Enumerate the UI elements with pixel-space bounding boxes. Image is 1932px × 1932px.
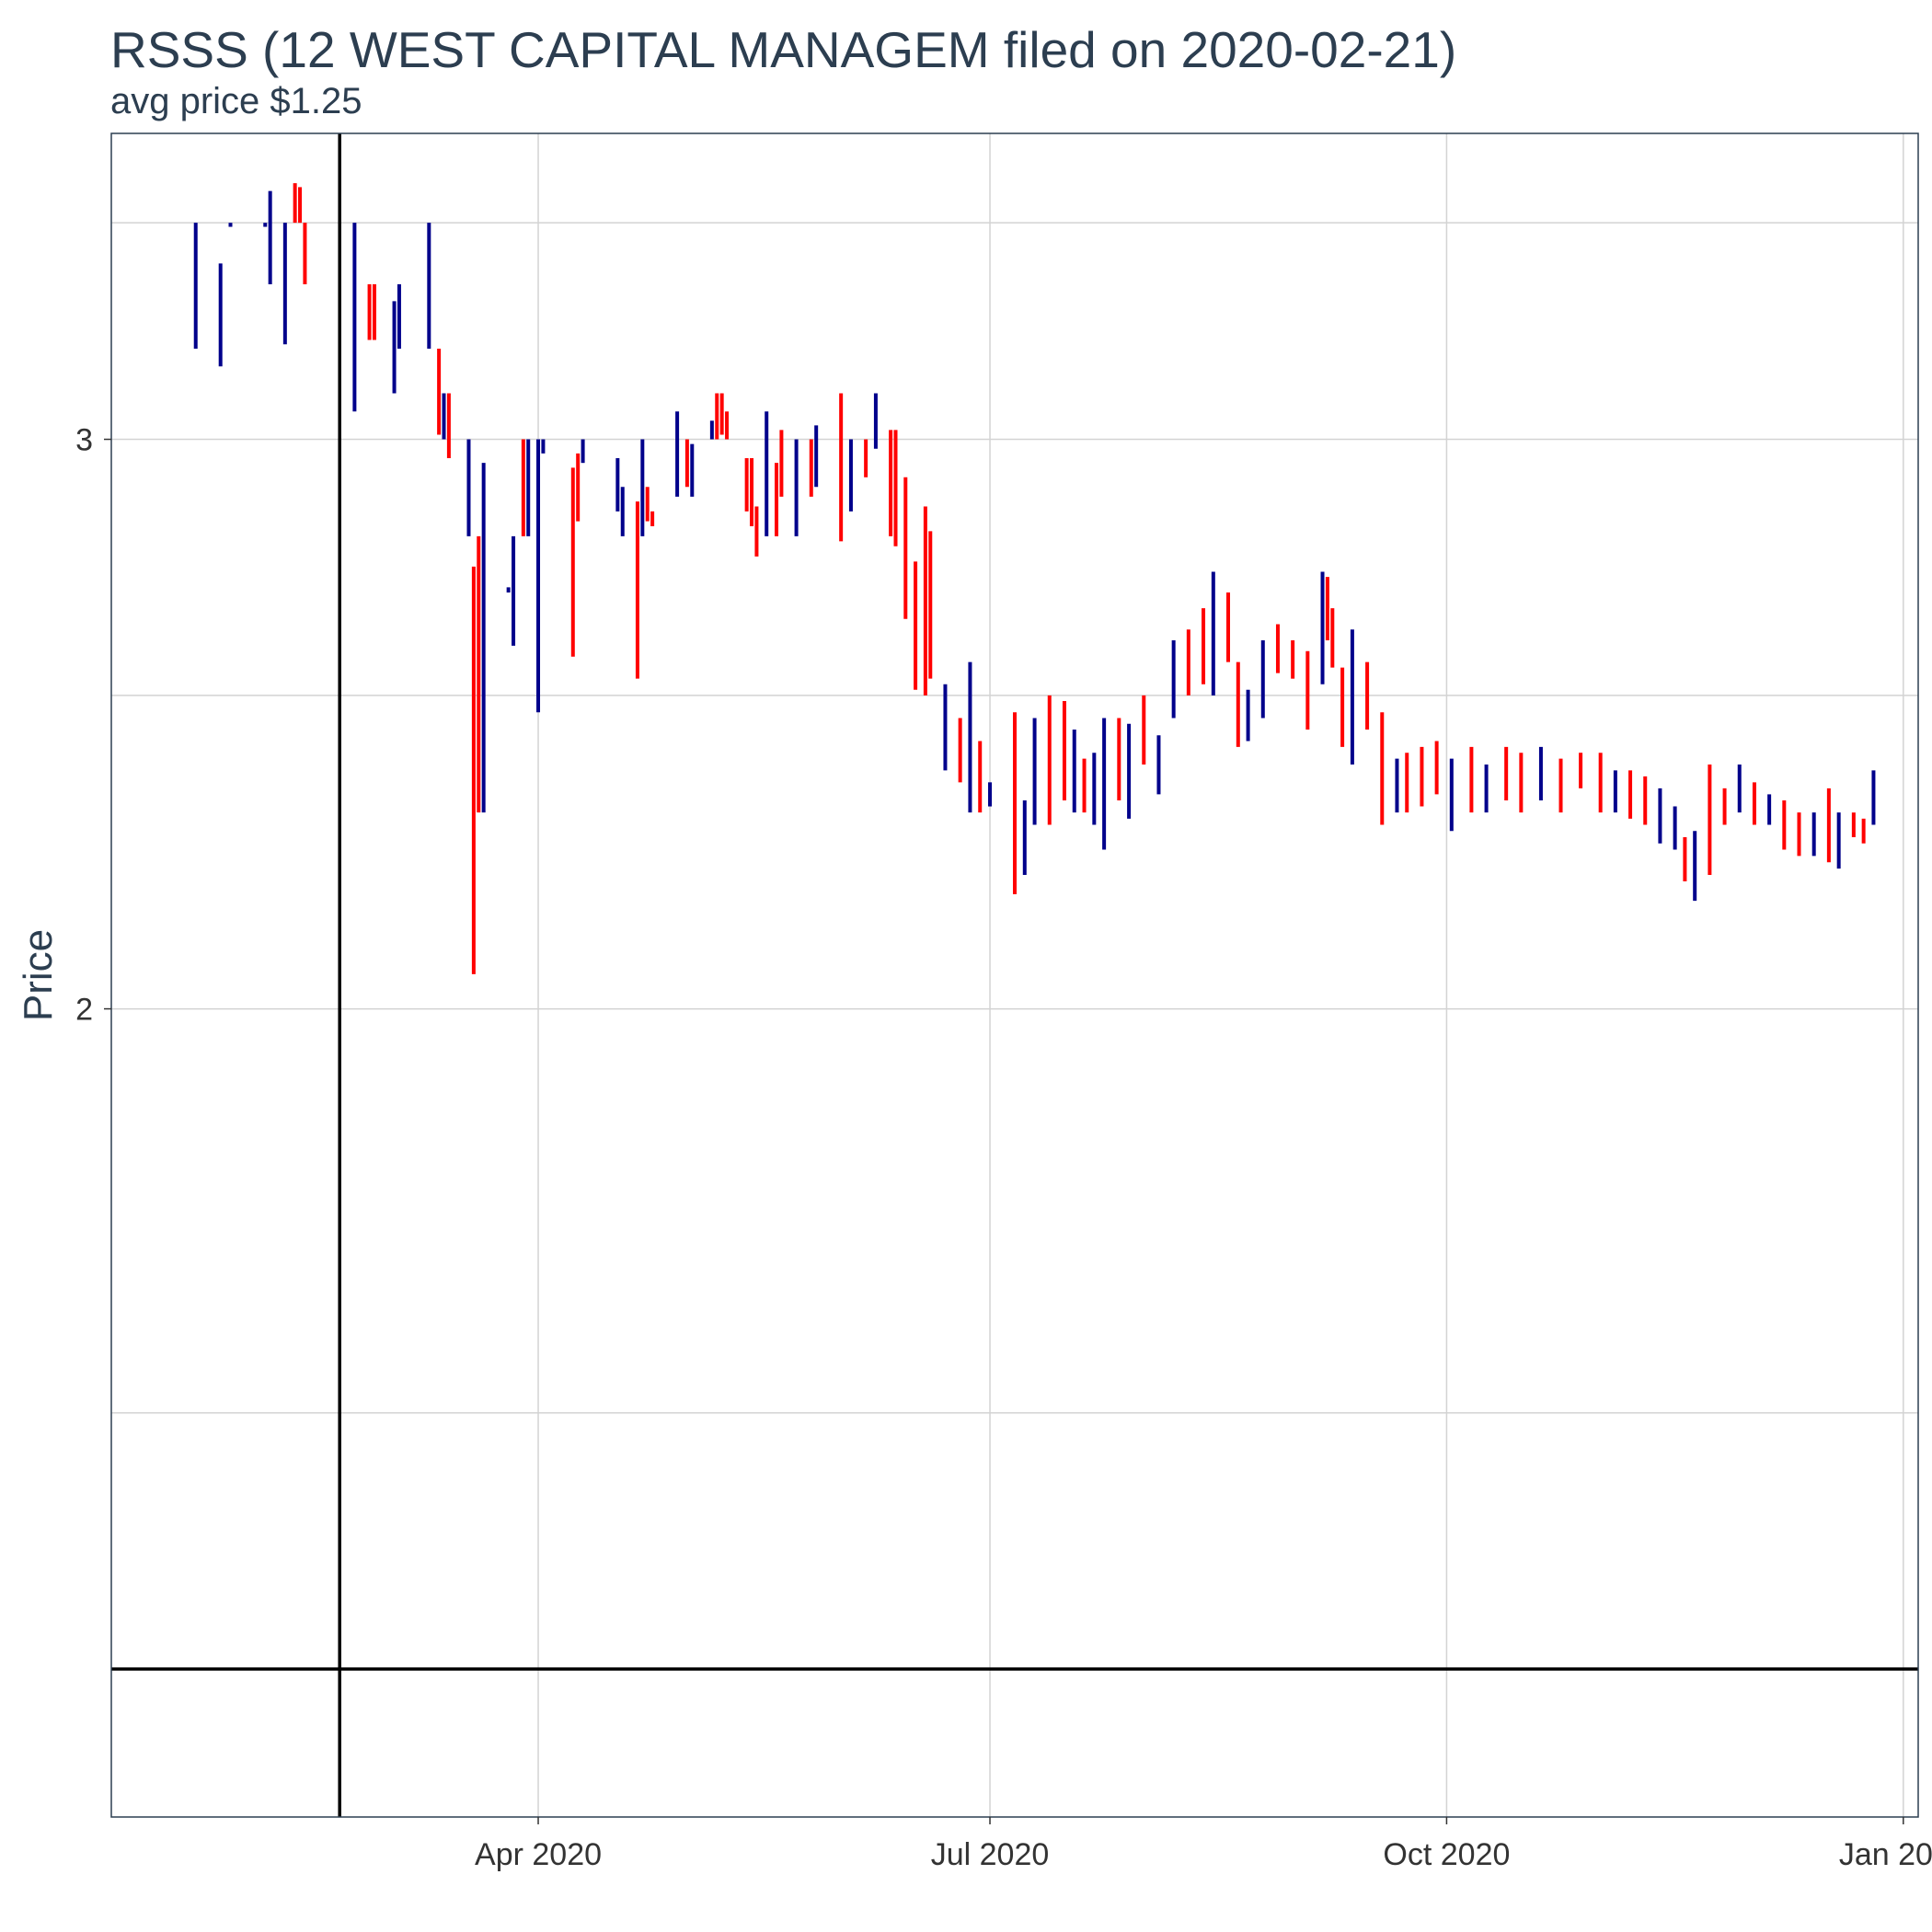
y-tick-label: 2 xyxy=(75,993,93,1028)
x-tick-label: Oct 2020 xyxy=(1383,1837,1510,1872)
y-axis-title: Price xyxy=(16,929,61,1021)
x-tick-label: Apr 2020 xyxy=(475,1837,602,1872)
x-tick-label: Jan 2021 xyxy=(1839,1837,1932,1872)
chart-subtitle: avg price $1.25 xyxy=(110,81,362,121)
reference-lines xyxy=(111,133,1918,1817)
price-bars xyxy=(193,183,1876,974)
chart-title: RSSS (12 WEST CAPITAL MANAGEM filed on 2… xyxy=(110,21,1457,78)
y-axis-ticks: 23 xyxy=(75,423,111,1028)
x-tick-label: Jul 2020 xyxy=(931,1837,1050,1872)
grid-lines xyxy=(111,133,1918,1817)
x-axis-ticks: Apr 2020 Jul 2020 Oct 2020 Jan 2021 xyxy=(475,1817,1932,1872)
plot-panel-border xyxy=(110,132,1919,1818)
y-tick-label: 3 xyxy=(75,423,93,458)
